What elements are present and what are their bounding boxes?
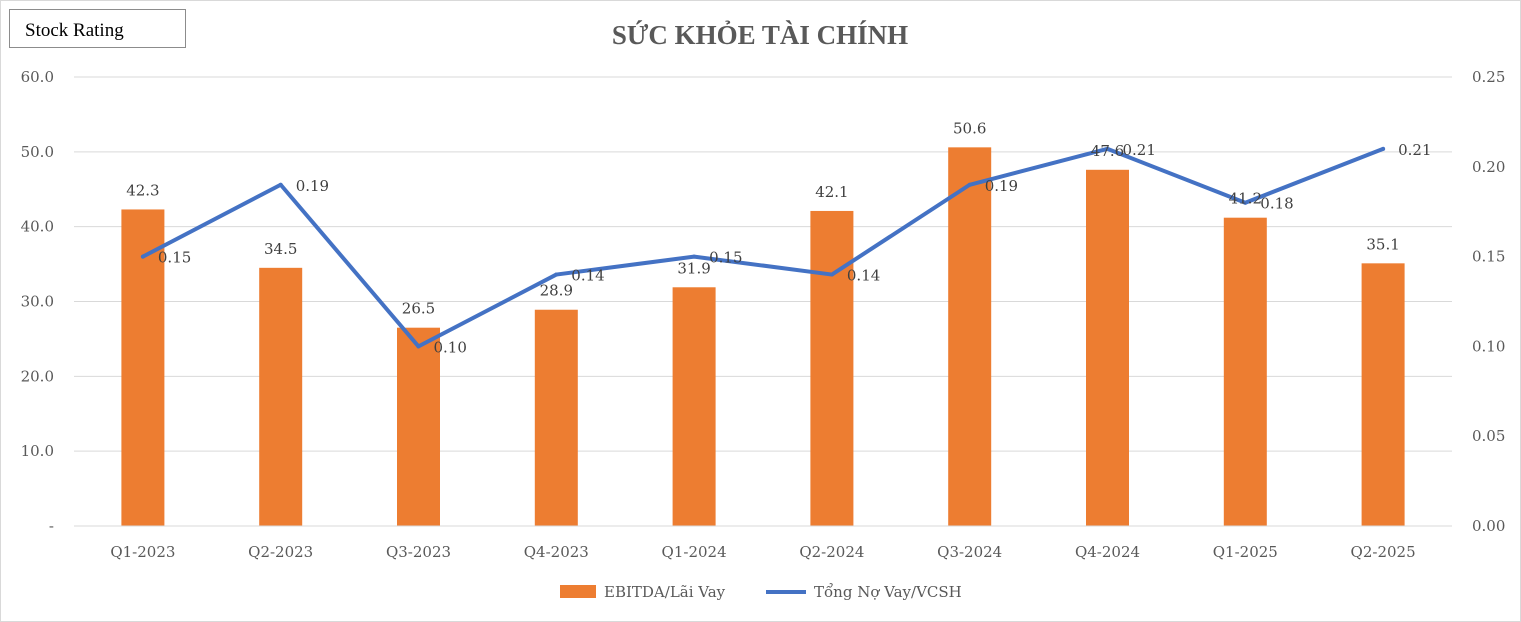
line-data-label: 0.21 [1398,141,1431,159]
bar-data-label: 41.2 [1229,190,1262,208]
line-point [416,344,421,349]
bar [810,210,854,526]
x-tick-label: Q1-2023 [110,543,175,561]
legend-label-ebitda: EBITDA/Lãi Vay [604,583,726,601]
right-y-tick-label: 0.15 [1472,248,1505,266]
bar [121,209,165,526]
left-y-tick-label: 50.0 [21,143,54,161]
line-series [140,146,1386,349]
line-point [278,182,283,187]
left-y-tick-label: 20.0 [21,367,54,385]
bar-series [121,147,1405,527]
bar-data-labels: 42.3 34.5 26.5 28.9 31.9 42.1 50.6 47.6 41.2 35.1 [126,119,1400,317]
bar-data-label: 42.1 [815,183,848,201]
line-data-label: 0.18 [1260,195,1293,213]
stock-rating-badge: Stock Rating [9,9,186,48]
bar [672,287,716,526]
left-y-tick-label: 10.0 [21,442,54,460]
bar [534,309,578,526]
bar-data-label: 47.6 [1091,142,1124,160]
bar [1223,217,1267,527]
bar-data-label: 35.1 [1366,235,1399,253]
x-tick-label: Q3-2024 [937,543,1002,561]
bar-data-label: 50.6 [953,119,986,137]
left-y-tick-label: 60.0 [21,68,54,86]
line-point [1105,146,1110,151]
right-y-tick-label: 0.25 [1472,68,1505,86]
line-data-label: 0.15 [158,249,191,267]
x-tick-label: Q4-2023 [524,543,589,561]
line-data-label: 0.15 [709,249,742,267]
line-point [829,272,834,277]
right-y-tick-label: 0.10 [1472,337,1505,355]
bar-data-label: 28.9 [540,282,573,300]
left-y-tick-label: - [49,517,54,535]
x-tick-label: Q1-2025 [1213,543,1278,561]
bar-data-label: 34.5 [264,240,297,258]
line-point [1243,200,1248,205]
legend-swatch-ebitda [560,585,596,598]
x-tick-label: Q2-2023 [248,543,313,561]
x-axis: Q1-2023 Q2-2023 Q3-2023 Q4-2023 Q1-2024 Q2-20… [74,525,1452,561]
bar [259,267,303,526]
x-tick-label: Q2-2024 [799,543,864,561]
right-y-axis: 0.00 0.05 0.10 0.15 0.20 0.25 [1472,68,1505,535]
left-y-axis: - 10.0 20.0 30.0 40.0 50.0 60.0 [21,68,54,535]
line-path [140,146,1386,349]
x-tick-label: Q3-2023 [386,543,451,561]
bar-data-label: 26.5 [402,300,435,318]
bar [397,327,440,526]
line-data-label: 0.10 [434,338,467,356]
left-y-tick-label: 30.0 [21,293,54,311]
line-point [692,254,697,259]
bar-data-label: 42.3 [126,181,159,199]
bar [948,147,992,527]
left-y-tick-label: 40.0 [21,218,54,236]
line-data-label: 0.19 [296,177,329,195]
legend-label-debt: Tổng Nợ Vay/VCSH [814,583,962,601]
right-y-tick-label: 0.05 [1472,427,1505,445]
x-tick-label: Q2-2025 [1351,543,1416,561]
line-point [140,254,145,259]
line-data-labels: 0.15 0.19 0.10 0.14 0.15 0.14 0.19 0.21 0.18 0.21 [158,141,1432,357]
line-point [1381,146,1386,151]
line-data-label: 0.19 [985,177,1018,195]
x-tick-label: Q1-2024 [662,543,727,561]
x-tick-label: Q4-2024 [1075,543,1140,561]
bar-data-label: 31.9 [677,259,710,277]
line-data-label: 0.21 [1123,141,1156,159]
stock-rating-label: Stock Rating [25,20,124,41]
line-data-label: 0.14 [571,267,604,285]
chart-title: SỨC KHỎE TÀI CHÍNH [612,20,908,50]
line-data-label: 0.14 [847,267,880,285]
right-y-tick-label: 0.20 [1472,158,1505,176]
line-point [967,182,972,187]
right-y-tick-label: 0.00 [1472,517,1505,535]
bar [1361,263,1405,526]
legend: EBITDA/Lãi Vay Tổng Nợ Vay/VCSH [560,583,962,601]
line-point [554,272,559,277]
bar [1086,169,1129,526]
